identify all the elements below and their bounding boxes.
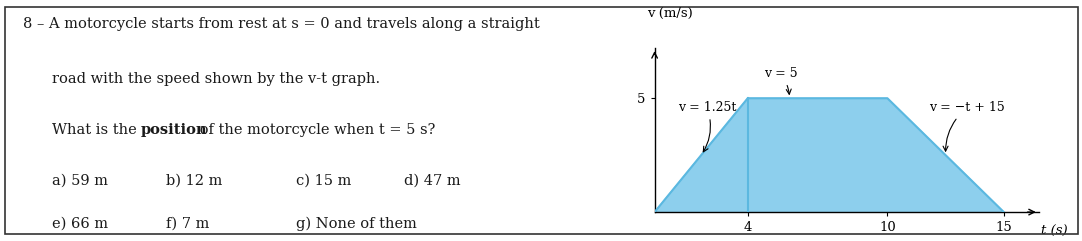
- Text: g) None of them: g) None of them: [296, 217, 418, 231]
- Text: v (m/s): v (m/s): [647, 7, 692, 20]
- Text: f) 7 m: f) 7 m: [166, 217, 209, 231]
- Text: v = 5: v = 5: [764, 67, 797, 94]
- Text: What is the: What is the: [52, 123, 142, 137]
- Text: c) 15 m: c) 15 m: [296, 174, 352, 187]
- Text: d) 47 m: d) 47 m: [404, 174, 460, 187]
- Text: of the motorcycle when t = 5 s?: of the motorcycle when t = 5 s?: [195, 123, 436, 137]
- Polygon shape: [655, 98, 1004, 212]
- Text: v = −t + 15: v = −t + 15: [929, 101, 1005, 151]
- Text: e) 66 m: e) 66 m: [52, 217, 108, 231]
- Text: t (s): t (s): [1041, 225, 1068, 238]
- Text: v = 1.25t: v = 1.25t: [678, 101, 736, 152]
- Text: b) 12 m: b) 12 m: [166, 174, 222, 187]
- Text: 8 – A motorcycle starts from rest at s = 0 and travels along a straight: 8 – A motorcycle starts from rest at s =…: [23, 17, 540, 31]
- Text: road with the speed shown by the v-t graph.: road with the speed shown by the v-t gra…: [52, 72, 381, 86]
- Text: position: position: [141, 123, 207, 137]
- Text: a) 59 m: a) 59 m: [52, 174, 108, 187]
